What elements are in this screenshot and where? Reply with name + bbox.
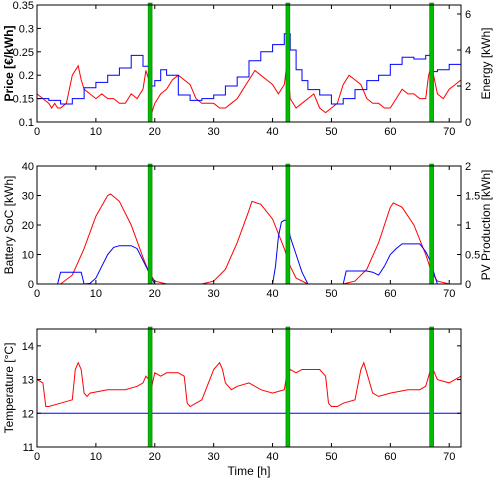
x-tick-label: 60 xyxy=(384,451,396,463)
event-marker xyxy=(285,326,291,448)
event-marker xyxy=(429,2,434,123)
x-tick-label: 50 xyxy=(325,288,337,300)
event-marker xyxy=(429,326,434,448)
x-tick-label: 50 xyxy=(325,126,337,138)
y2-axis-label: Energy [kWh] xyxy=(479,27,493,99)
x-tick-label: 50 xyxy=(325,451,337,463)
x-tick-label: 60 xyxy=(384,126,396,138)
y2-tick-label: 0 xyxy=(465,279,471,291)
series-line-0 xyxy=(36,361,462,408)
panel-soc-pv: 0 10 20 30 40 50 60 70 0 10 20 30 40 0 0.5 1 1.5 2 Battery… xyxy=(2,161,493,300)
y-tick-label: 0.15 xyxy=(13,94,34,106)
series-line-0 xyxy=(37,193,461,285)
x-tick-label: 0 xyxy=(34,288,40,300)
y-tick-label: 0.35 xyxy=(13,0,34,12)
x-tick-label: 30 xyxy=(208,126,220,138)
series-line-1 xyxy=(37,219,461,285)
y-tick-label: 0.2 xyxy=(19,70,34,82)
x-tick-label: 20 xyxy=(149,451,161,463)
y2-tick-label: 0 xyxy=(465,117,471,129)
x-tick-label: 40 xyxy=(266,451,278,463)
y2-tick-label: 2 xyxy=(465,81,471,93)
event-marker xyxy=(285,2,291,123)
y-axis-label: Battery SoC [kWh] xyxy=(2,176,16,275)
y-axis-label: Price [€/kWh] xyxy=(2,25,16,101)
y-tick-label: 0.3 xyxy=(19,23,34,35)
y2-tick-label: 4 xyxy=(465,45,471,57)
y2-tick-label: 1 xyxy=(465,220,471,232)
y2-tick-label: 6 xyxy=(465,9,471,21)
x-tick-label: 40 xyxy=(266,126,278,138)
y-tick-label: 0.1 xyxy=(19,117,34,129)
y-axis-label: Temperature [°C] xyxy=(2,343,16,434)
y2-tick-label: 1.5 xyxy=(465,191,480,203)
event-marker xyxy=(285,163,291,285)
x-tick-label: 60 xyxy=(384,288,396,300)
y-tick-label: 0.25 xyxy=(13,47,34,59)
x-tick-label: 20 xyxy=(149,288,161,300)
x-tick-label: 10 xyxy=(90,451,102,463)
x-tick-label: 10 xyxy=(90,288,102,300)
series-line-1 xyxy=(37,33,461,105)
panel-temperature: 0 10 20 30 40 50 60 70 11 12 13 14 Temperature [°C] T… xyxy=(2,326,462,478)
event-marker xyxy=(147,2,153,123)
x-tick-label: 70 xyxy=(443,288,455,300)
axes-box xyxy=(36,4,462,123)
x-tick-label: 20 xyxy=(149,126,161,138)
y-tick-label: 30 xyxy=(22,191,34,203)
y-tick-label: 14 xyxy=(22,341,34,353)
x-tick-label: 30 xyxy=(208,451,220,463)
x-tick-label: 30 xyxy=(208,288,220,300)
event-marker xyxy=(429,163,434,285)
event-marker xyxy=(147,326,153,448)
y-tick-label: 11 xyxy=(23,442,34,454)
x-tick-label: 70 xyxy=(443,451,455,463)
axes-box xyxy=(36,328,462,448)
panel-price-energy: 0 10 20 30 40 50 60 70 0.1 0.15 0.2 0.25 0.3 0.35 0 2 4 6… xyxy=(2,0,493,138)
y-tick-label: 10 xyxy=(22,250,34,262)
y-tick-label: 12 xyxy=(22,408,34,420)
x-tick-label: 70 xyxy=(443,126,455,138)
x-tick-label: 10 xyxy=(90,126,102,138)
event-marker xyxy=(147,163,153,285)
y-tick-label: 40 xyxy=(22,161,34,173)
y2-axis-label: PV Production [kWh] xyxy=(479,170,493,281)
x-tick-label: 40 xyxy=(266,288,278,300)
x-axis-label: Time [h] xyxy=(228,464,271,478)
y-tick-label: 0 xyxy=(28,279,34,291)
axes-box xyxy=(36,165,462,285)
y-tick-label: 20 xyxy=(22,220,34,232)
y2-tick-label: 0.5 xyxy=(465,250,480,262)
series-line-0 xyxy=(36,61,462,114)
y2-tick-label: 2 xyxy=(465,161,471,173)
x-tick-label: 0 xyxy=(34,451,40,463)
x-tick-label: 0 xyxy=(34,126,40,138)
y-tick-label: 13 xyxy=(22,375,34,387)
